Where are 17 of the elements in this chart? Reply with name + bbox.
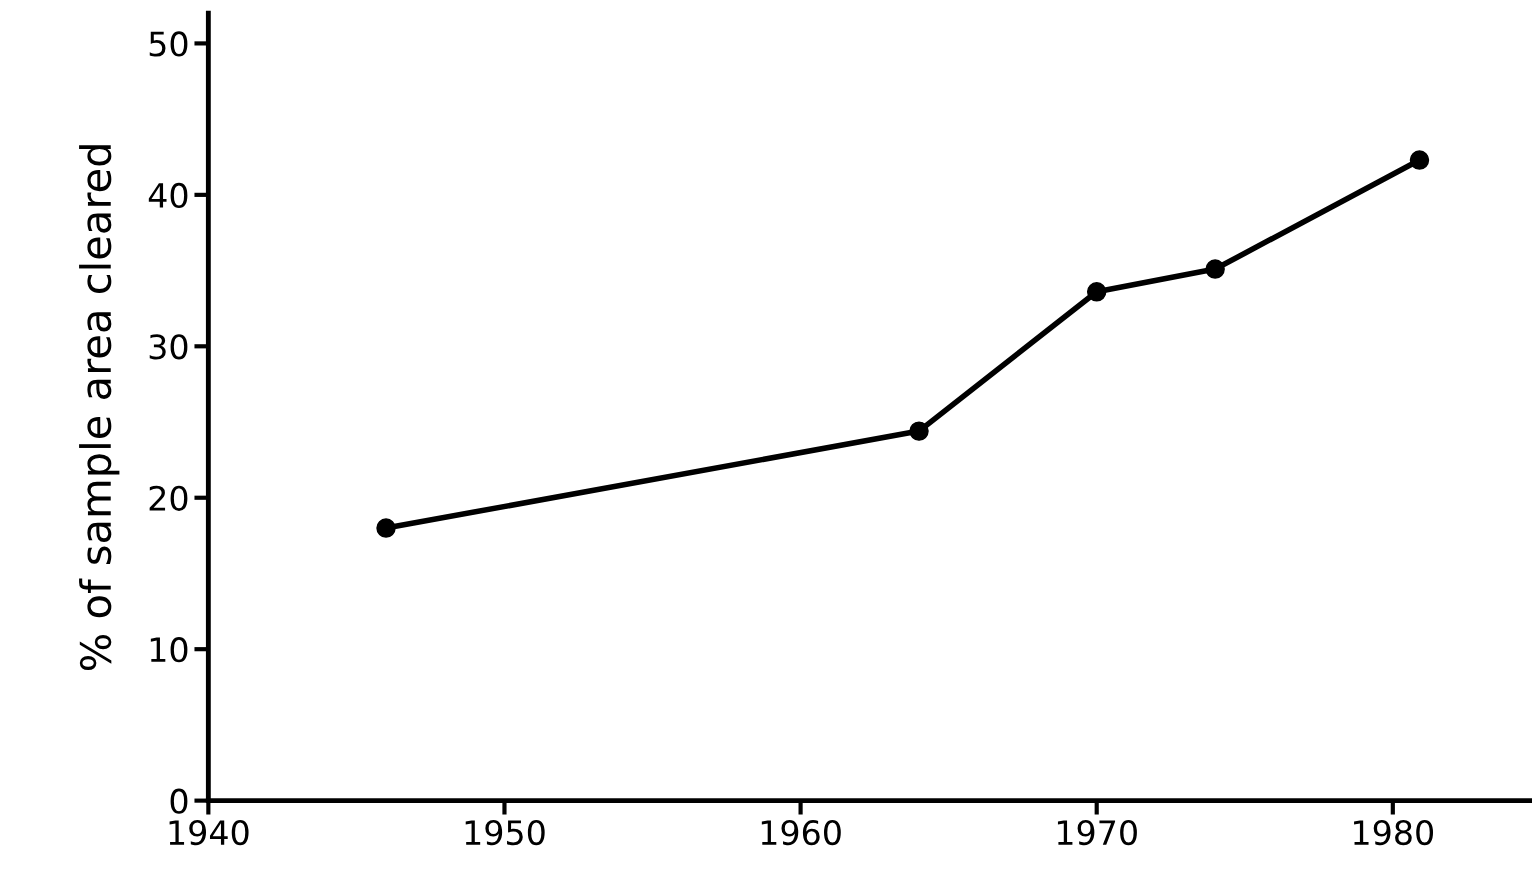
y-tick-label: 30 <box>149 334 188 360</box>
point <box>1409 150 1430 170</box>
x-tick-label: 1970 <box>1057 819 1137 846</box>
y-tick-label: 0 <box>170 788 188 814</box>
y-tick-label: 20 <box>149 485 188 511</box>
point <box>1086 282 1107 302</box>
point <box>376 518 396 538</box>
x-tick-label: 1980 <box>1354 819 1434 846</box>
y-tick-label: 50 <box>149 31 188 57</box>
point <box>1205 259 1225 279</box>
y-axis-title: % of sample area cleared <box>79 145 120 671</box>
point <box>909 421 929 441</box>
x-tick-label: 1960 <box>761 819 841 846</box>
x-tick-label: 1940 <box>169 819 249 846</box>
y-tick-label: 10 <box>150 637 188 663</box>
y-tick-label: 40 <box>148 182 188 208</box>
x-tick-label: 1950 <box>465 819 545 846</box>
